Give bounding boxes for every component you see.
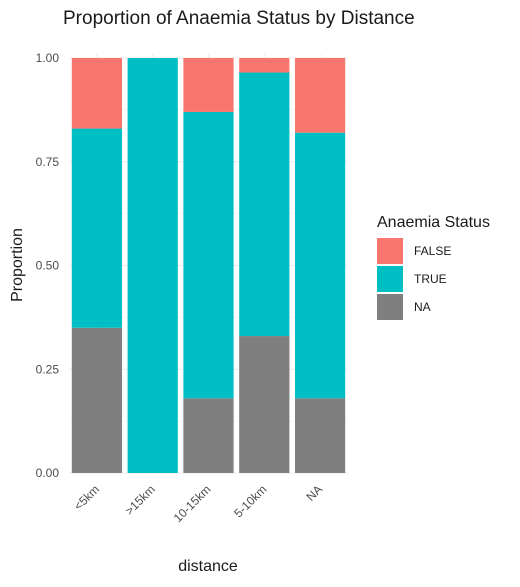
bar-segment-true bbox=[239, 72, 290, 337]
legend: Anaemia Status FALSE TRUE NA bbox=[377, 214, 490, 320]
y-axis-title: Proportion bbox=[9, 228, 26, 302]
y-tick-label: 0.75 bbox=[36, 155, 60, 169]
bars bbox=[71, 58, 346, 473]
bar-segment-false bbox=[239, 58, 290, 73]
x-axis: <5km >15km 10-15km 5-10km NA bbox=[71, 482, 325, 525]
x-tick-label: 10-15km bbox=[171, 482, 214, 525]
legend-label: TRUE bbox=[414, 272, 447, 286]
bar-segment-na bbox=[71, 327, 123, 473]
bar-segment-true bbox=[294, 132, 346, 399]
y-tick-label: 0.25 bbox=[36, 362, 60, 376]
x-tick-label: <5km bbox=[71, 482, 102, 513]
legend-title: Anaemia Status bbox=[377, 214, 490, 231]
y-tick-label: 1.00 bbox=[36, 51, 60, 65]
y-axis: 0.00 0.25 0.50 0.75 1.00 bbox=[36, 51, 60, 480]
chart-title: Proportion of Anaemia Status by Distance bbox=[63, 8, 415, 29]
x-tick-label: NA bbox=[304, 482, 326, 504]
legend-key-false bbox=[377, 238, 403, 264]
y-tick-label: 0.00 bbox=[36, 466, 60, 480]
bar-segment-true bbox=[71, 128, 123, 328]
x-tick-label: >15km bbox=[122, 482, 158, 518]
bar-segment-true bbox=[183, 111, 234, 399]
legend-label: FALSE bbox=[414, 244, 451, 258]
x-axis-title: distance bbox=[178, 558, 238, 575]
legend-label: NA bbox=[414, 300, 431, 314]
bar-segment-false bbox=[294, 58, 346, 133]
bar-segment-na bbox=[183, 398, 234, 473]
bar-segment-false bbox=[71, 58, 123, 129]
legend-key-na bbox=[377, 294, 403, 320]
legend-key-true bbox=[377, 266, 403, 292]
x-tick-label: 5-10km bbox=[231, 482, 269, 520]
y-tick-label: 0.50 bbox=[36, 259, 60, 273]
bar-segment-false bbox=[183, 58, 234, 112]
bar-segment-na bbox=[294, 398, 346, 473]
bar-segment-na bbox=[239, 336, 290, 473]
bar-segment-true bbox=[127, 58, 178, 473]
